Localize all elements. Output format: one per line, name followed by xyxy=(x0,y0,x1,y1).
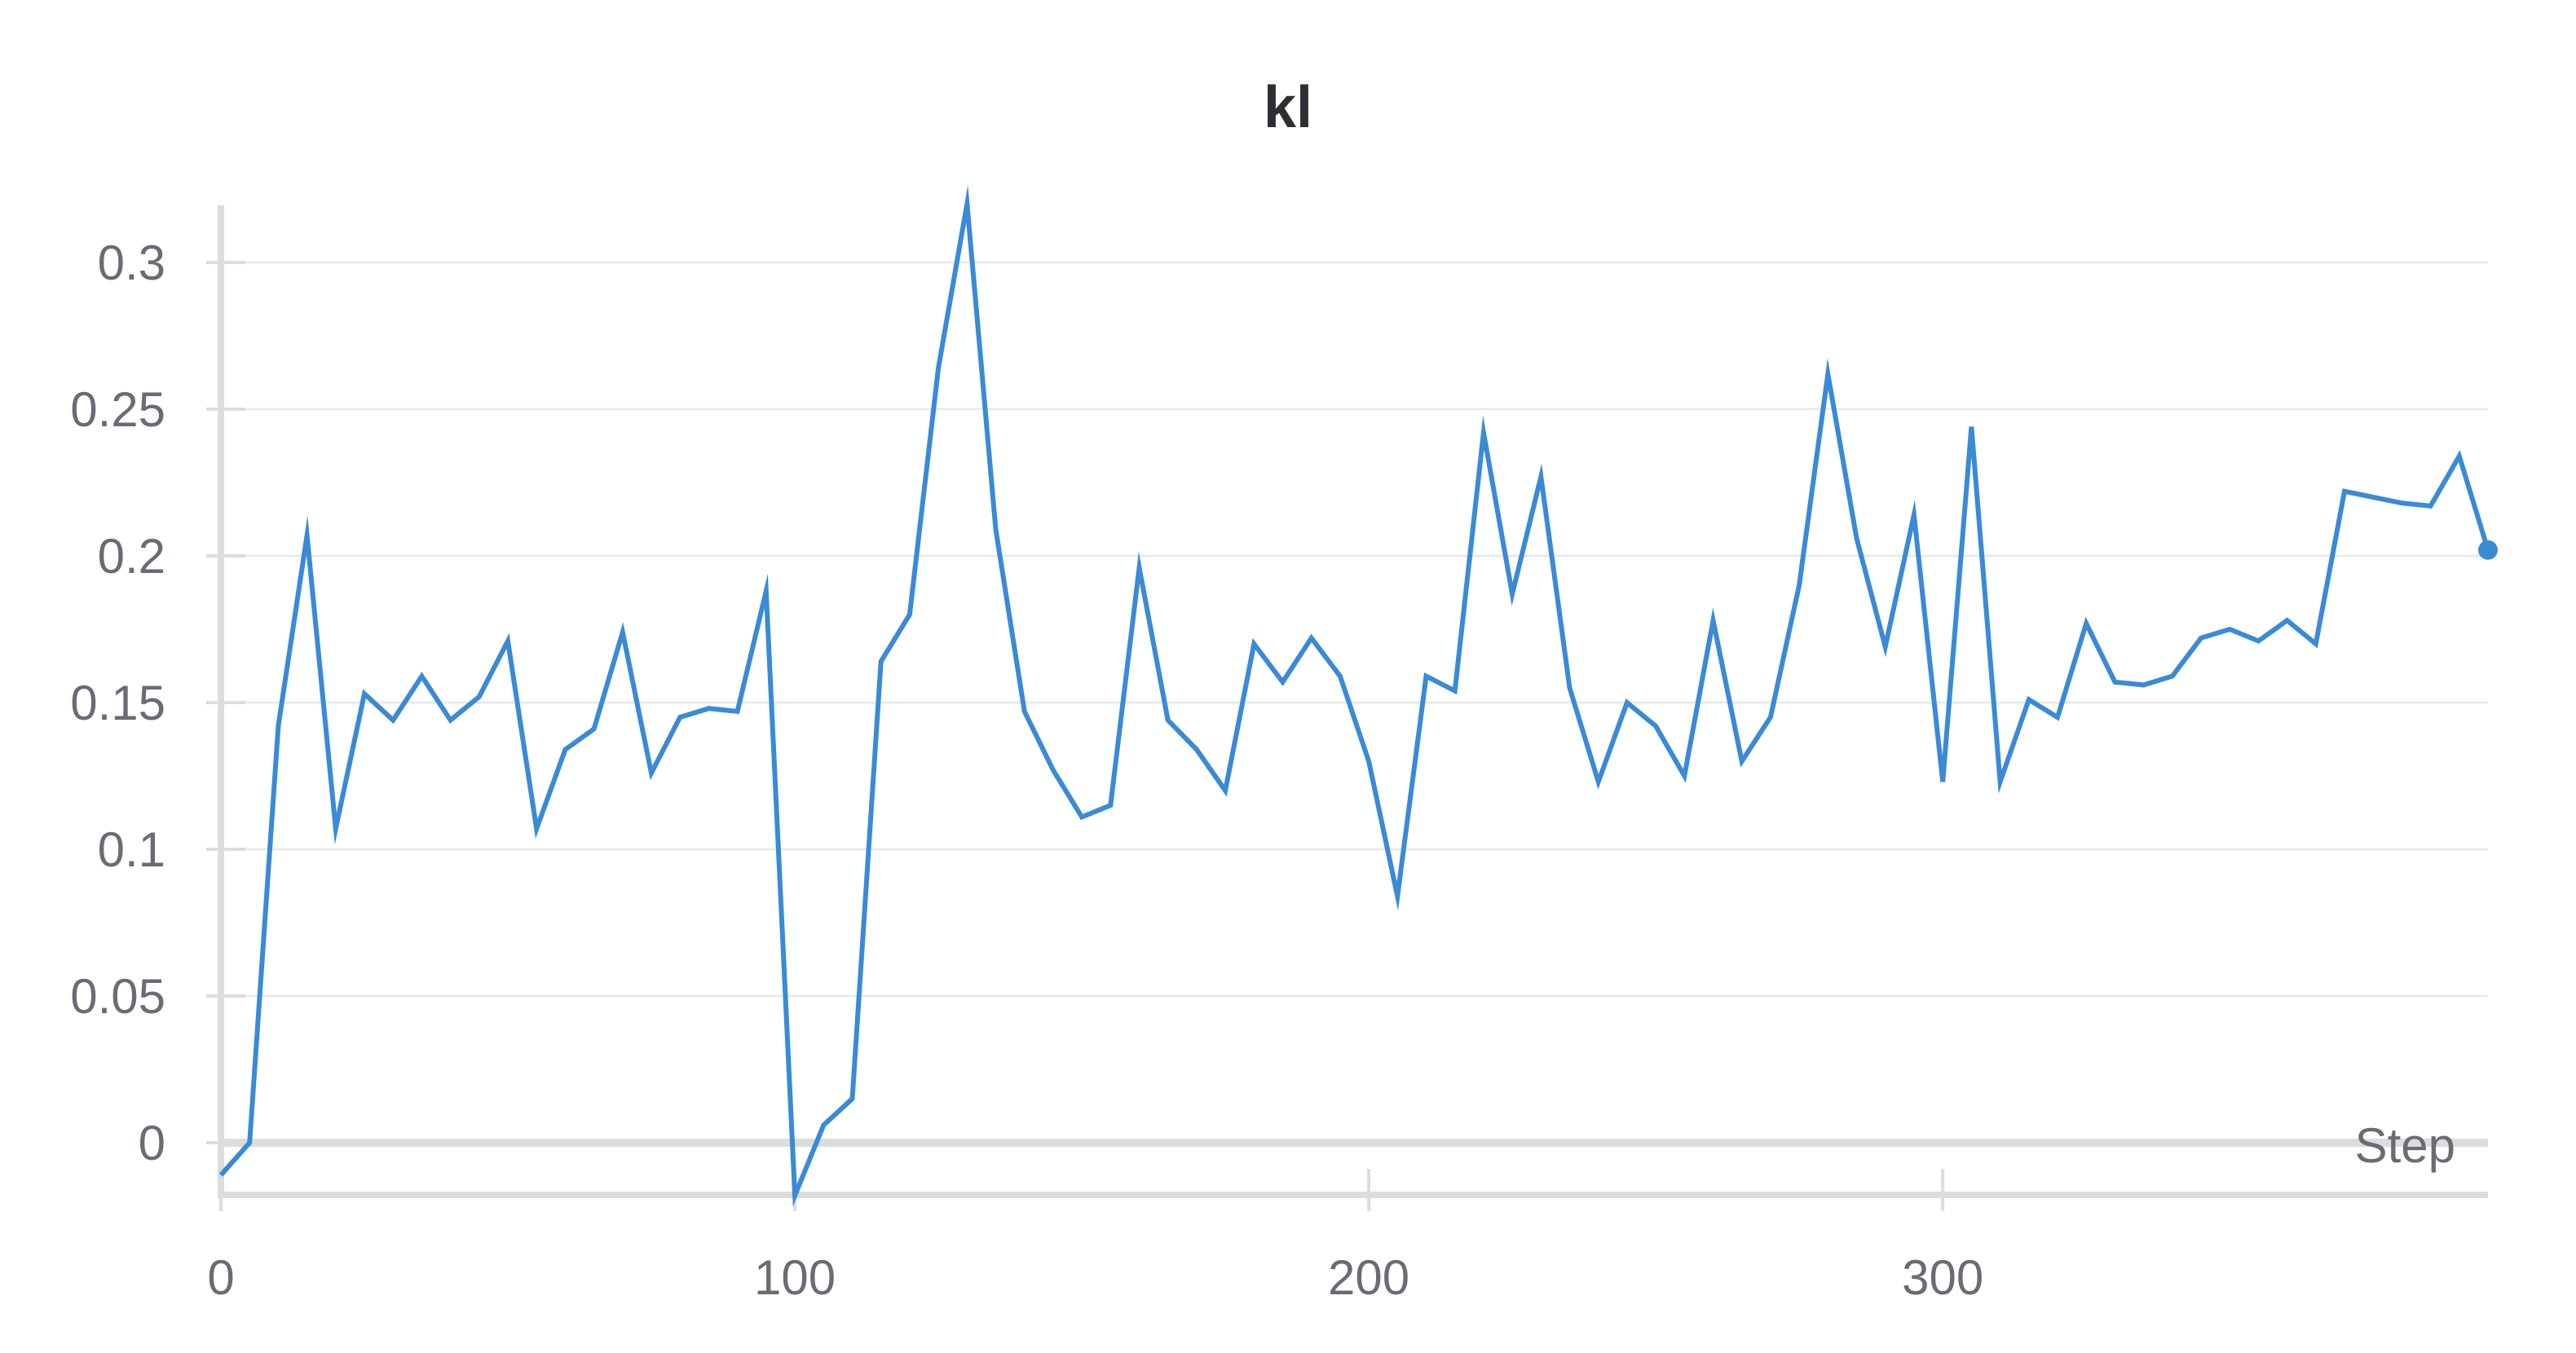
grid-layer xyxy=(221,261,2488,1147)
x-axis-label: Step xyxy=(2355,1118,2455,1173)
series-layer xyxy=(218,184,2498,1207)
y-tick-label: 0.15 xyxy=(70,676,165,730)
y-tick-label: 0.25 xyxy=(70,382,165,437)
series-line xyxy=(218,184,2490,1207)
series-end-point xyxy=(2478,540,2498,560)
y-tick-label: 0.3 xyxy=(98,236,165,290)
x-tick-label: 0 xyxy=(207,1250,234,1305)
x-tick-label: 100 xyxy=(754,1250,836,1305)
chart-title: kl xyxy=(1263,75,1313,140)
x-tick-label: 300 xyxy=(1902,1250,1983,1305)
y-tick-label: 0 xyxy=(139,1116,165,1170)
axes-layer xyxy=(218,205,2488,1198)
x-tick-label: 200 xyxy=(1328,1250,1409,1305)
y-tick-label: 0.1 xyxy=(98,822,165,877)
y-tick-label: 0.05 xyxy=(70,969,165,1024)
y-tick-label: 0.2 xyxy=(98,529,165,584)
ticks-layer: 0 0.05 0.1 0.15 0.2 0.25 0.3 0 100 200 300 xyxy=(70,236,1983,1305)
